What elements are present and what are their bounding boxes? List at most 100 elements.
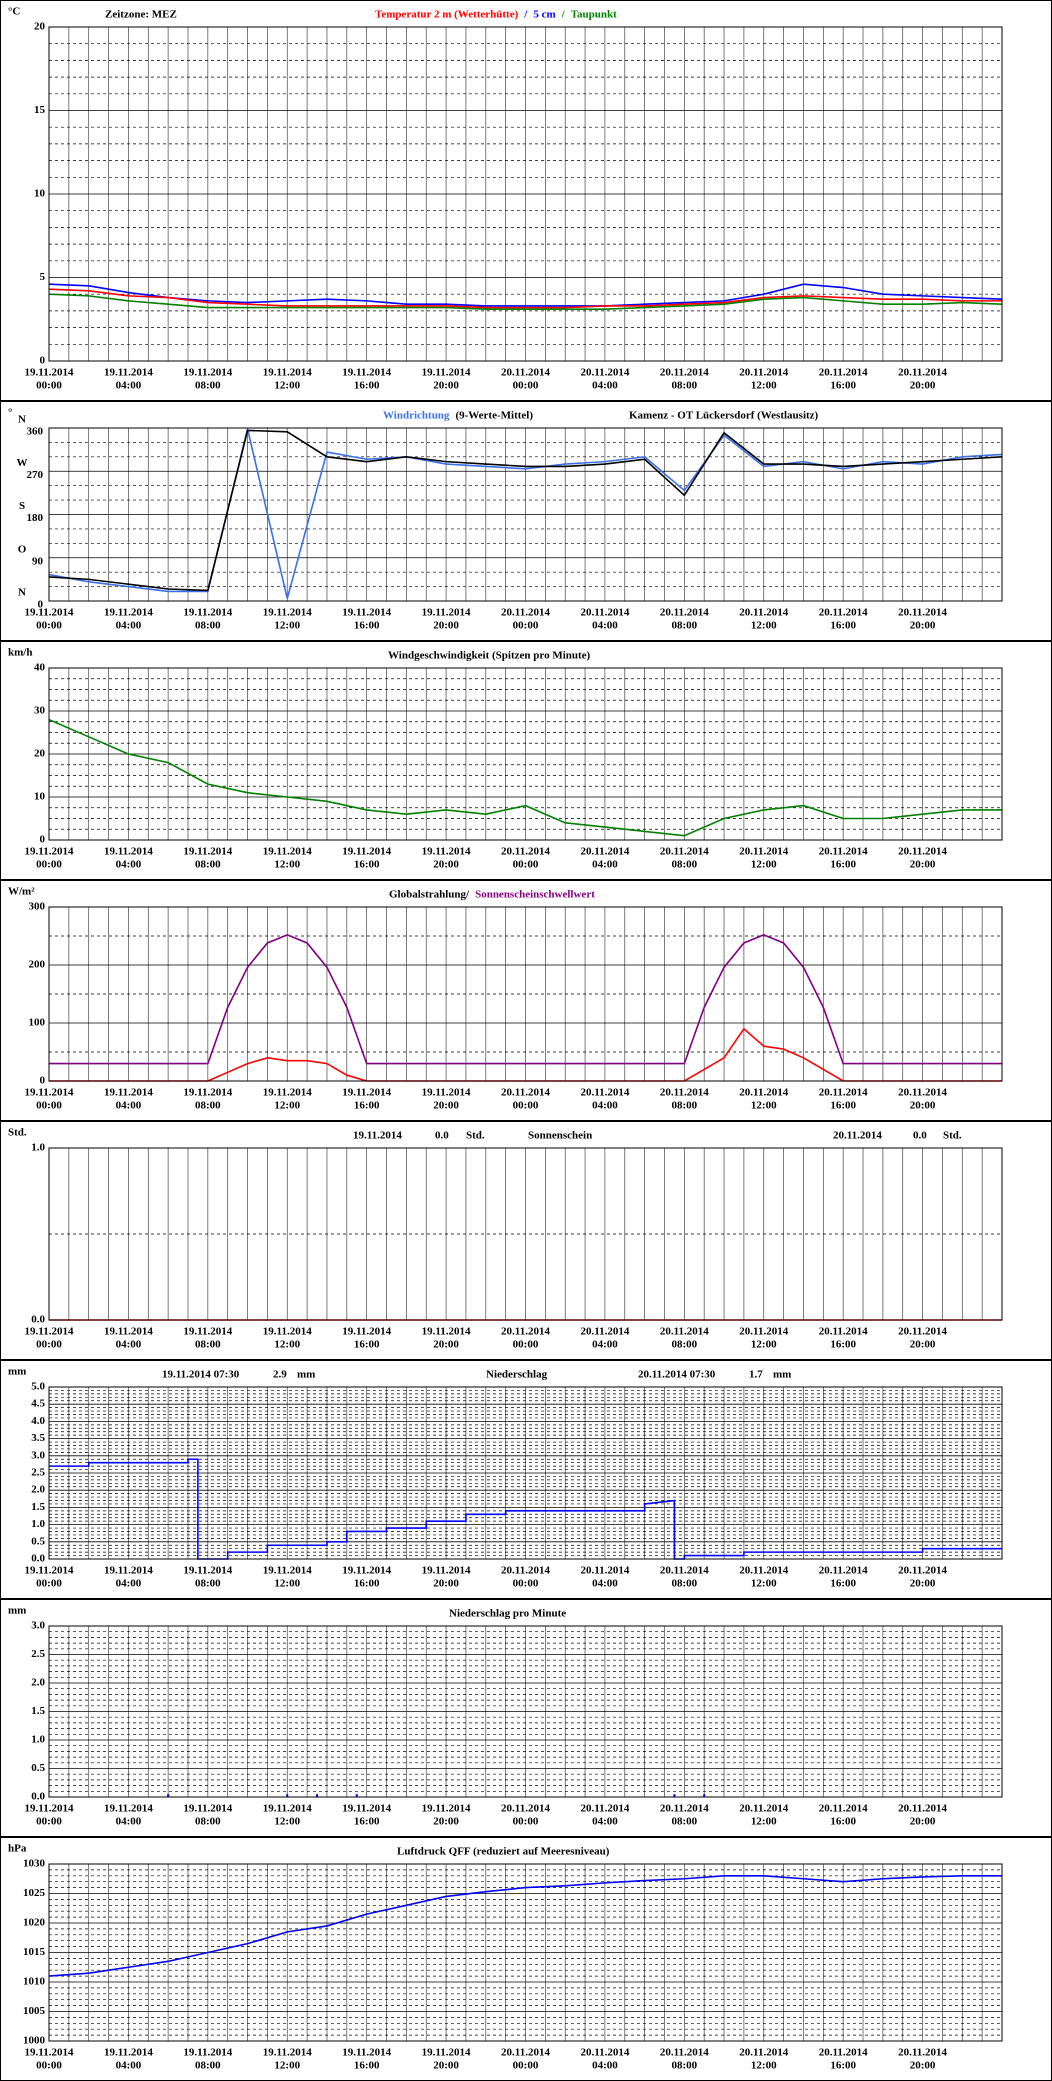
heading: 20.11.2014 <box>833 1130 882 1142</box>
x-tick-time: 00:00 <box>36 1816 62 1828</box>
x-tick-date: 20.11.2014 <box>501 1565 550 1577</box>
x-tick-time: 04:00 <box>592 620 618 632</box>
x-tick-time: 04:00 <box>116 1339 142 1351</box>
plot-border <box>48 906 1003 1082</box>
x-tick-time: 20:00 <box>433 380 459 392</box>
y-tick-label: 2.0 <box>31 1677 45 1689</box>
x-tick-time: 08:00 <box>195 1339 221 1351</box>
series-line <box>48 429 1003 592</box>
x-tick-date: 19.11.2014 <box>104 607 153 619</box>
x-tick-date: 19.11.2014 <box>183 846 232 858</box>
heading: Globalstrahlung/ <box>389 889 470 901</box>
series-line <box>48 428 1003 599</box>
x-tick-time: 20:00 <box>433 1816 459 1828</box>
x-tick-date: 19.11.2014 <box>183 607 232 619</box>
x-tick-time: 00:00 <box>513 1339 539 1351</box>
y-unit: °C <box>8 6 20 18</box>
x-tick-time: 00:00 <box>513 1578 539 1590</box>
x-tick-time: 04:00 <box>592 1578 618 1590</box>
heading: 1.7 <box>749 1369 763 1381</box>
x-tick-date: 19.11.2014 <box>263 1326 312 1338</box>
x-tick-date: 20.11.2014 <box>660 2047 709 2059</box>
y-tick-label: 2.0 <box>31 1484 45 1496</box>
x-tick-time: 08:00 <box>671 1339 697 1351</box>
x-tick-date: 20.11.2014 <box>501 846 550 858</box>
x-tick-date: 20.11.2014 <box>898 1087 947 1099</box>
bar <box>286 1794 289 1797</box>
x-tick-date: 20.11.2014 <box>580 1803 629 1815</box>
x-tick-date: 19.11.2014 <box>104 1326 153 1338</box>
bar <box>355 1794 358 1797</box>
y-tick-label: 180 <box>27 512 44 524</box>
heading: 2.9 <box>273 1369 287 1381</box>
x-tick-date: 19.11.2014 <box>104 1803 153 1815</box>
x-tick-date: 20.11.2014 <box>819 846 868 858</box>
x-tick-time: 12:00 <box>751 380 777 392</box>
x-tick-time: 04:00 <box>116 1100 142 1112</box>
y-tick-label: 0.0 <box>31 1314 45 1326</box>
y-tick-label: 0.5 <box>31 1762 45 1774</box>
bar <box>673 1794 676 1797</box>
x-tick-date: 20.11.2014 <box>739 607 788 619</box>
y-tick-label: 360 <box>27 426 44 438</box>
x-tick-time: 04:00 <box>592 2060 618 2072</box>
y-tick-label: 1.0 <box>31 1518 45 1530</box>
x-tick-date: 19.11.2014 <box>25 1087 74 1099</box>
heading: Temperatur 2 m (Wetterhütte) <box>375 9 519 21</box>
x-tick-date: 20.11.2014 <box>819 367 868 379</box>
x-tick-date: 20.11.2014 <box>898 1326 947 1338</box>
x-tick-date: 20.11.2014 <box>501 2047 550 2059</box>
x-tick-date: 19.11.2014 <box>104 1087 153 1099</box>
plot-border <box>48 1625 1003 1798</box>
x-tick-time: 12:00 <box>751 1339 777 1351</box>
x-tick-time: 08:00 <box>671 620 697 632</box>
heading: Niederschlag <box>486 1369 548 1381</box>
heading: Niederschlag pro Minute <box>449 1608 566 1620</box>
heading: 0.0 <box>913 1130 927 1142</box>
y-tick-label: 0 <box>40 1075 46 1087</box>
x-tick-date: 20.11.2014 <box>580 1087 629 1099</box>
x-tick-time: 04:00 <box>116 859 142 871</box>
heading: Windrichtung <box>383 410 450 422</box>
x-tick-time: 08:00 <box>195 1816 221 1828</box>
x-tick-time: 20:00 <box>910 380 936 392</box>
y-tick-label: 2.5 <box>31 1467 45 1479</box>
plot-border <box>48 1386 1003 1560</box>
x-tick-date: 20.11.2014 <box>660 1803 709 1815</box>
x-tick-time: 16:00 <box>354 380 380 392</box>
x-tick-date: 19.11.2014 <box>422 1565 471 1577</box>
y-tick-label: 1020 <box>23 1917 46 1929</box>
series-line <box>49 933 1002 1065</box>
x-tick-time: 20:00 <box>910 1578 936 1590</box>
x-tick-date: 19.11.2014 <box>422 846 471 858</box>
x-tick-date: 19.11.2014 <box>25 2047 74 2059</box>
x-tick-time: 00:00 <box>513 1100 539 1112</box>
x-tick-date: 19.11.2014 <box>263 846 312 858</box>
x-tick-time: 00:00 <box>36 1100 62 1112</box>
heading: 5 cm <box>533 9 555 21</box>
y-unit: W/m² <box>8 886 35 898</box>
x-tick-date: 20.11.2014 <box>501 1326 550 1338</box>
x-tick-time: 20:00 <box>433 620 459 632</box>
heading: / <box>561 9 566 21</box>
x-tick-time: 08:00 <box>195 1100 221 1112</box>
x-tick-date: 20.11.2014 <box>898 367 947 379</box>
x-tick-time: 08:00 <box>671 859 697 871</box>
plot-border <box>48 1863 1003 2042</box>
y-tick-label: 1000 <box>23 2035 46 2047</box>
x-tick-date: 20.11.2014 <box>660 1087 709 1099</box>
y-tick-label: 30 <box>34 705 46 717</box>
x-tick-time: 16:00 <box>354 1816 380 1828</box>
y-tick-letter: W <box>17 457 28 469</box>
x-tick-date: 19.11.2014 <box>422 607 471 619</box>
y-tick-letter: S <box>19 500 25 512</box>
y-tick-label: 1030 <box>23 1858 46 1870</box>
x-tick-date: 20.11.2014 <box>898 846 947 858</box>
x-tick-date: 20.11.2014 <box>819 2047 868 2059</box>
bar <box>316 1794 319 1797</box>
panel-border <box>0 1121 1052 1360</box>
x-tick-time: 16:00 <box>354 1100 380 1112</box>
y-tick-label: 10 <box>34 791 46 803</box>
heading: Luftdruck QFF (reduziert auf Meeresnivea… <box>397 1846 610 1858</box>
